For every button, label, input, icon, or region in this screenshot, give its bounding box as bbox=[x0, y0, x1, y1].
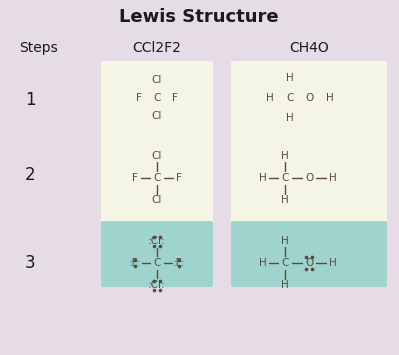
Text: :F:: :F: bbox=[129, 258, 141, 268]
Text: H: H bbox=[281, 280, 289, 290]
FancyBboxPatch shape bbox=[101, 221, 213, 287]
FancyBboxPatch shape bbox=[231, 221, 387, 287]
Text: H: H bbox=[281, 195, 289, 205]
Text: O: O bbox=[305, 258, 313, 268]
Text: 1: 1 bbox=[25, 91, 36, 109]
Text: H: H bbox=[281, 151, 289, 161]
Text: H: H bbox=[329, 258, 337, 268]
Text: O: O bbox=[306, 93, 314, 103]
Text: Lewis Structure: Lewis Structure bbox=[119, 8, 279, 26]
Text: Cl: Cl bbox=[152, 75, 162, 85]
Text: H: H bbox=[266, 93, 274, 103]
Text: H: H bbox=[286, 113, 294, 123]
Text: C: C bbox=[153, 258, 161, 268]
Text: H: H bbox=[329, 173, 337, 183]
Text: C: C bbox=[281, 173, 289, 183]
Text: CCl2F2: CCl2F2 bbox=[132, 41, 182, 55]
Text: F: F bbox=[132, 173, 138, 183]
Text: :F:: :F: bbox=[173, 258, 185, 268]
Text: H: H bbox=[259, 173, 267, 183]
Text: :Cl:: :Cl: bbox=[148, 280, 166, 290]
Text: H: H bbox=[326, 93, 334, 103]
Text: C: C bbox=[153, 173, 161, 183]
Text: Steps: Steps bbox=[19, 41, 57, 55]
Text: F: F bbox=[176, 173, 182, 183]
Text: Cl: Cl bbox=[152, 111, 162, 121]
Text: :Cl:: :Cl: bbox=[148, 236, 166, 246]
Text: H: H bbox=[259, 258, 267, 268]
Text: C: C bbox=[286, 93, 294, 103]
Text: 2: 2 bbox=[25, 166, 36, 184]
FancyBboxPatch shape bbox=[101, 61, 213, 287]
Text: Cl: Cl bbox=[152, 151, 162, 161]
FancyBboxPatch shape bbox=[231, 61, 387, 287]
Text: Cl: Cl bbox=[152, 195, 162, 205]
Text: C: C bbox=[281, 258, 289, 268]
Text: CH4O: CH4O bbox=[289, 41, 329, 55]
Text: O: O bbox=[305, 173, 313, 183]
Text: H: H bbox=[286, 73, 294, 83]
Text: H: H bbox=[281, 236, 289, 246]
Text: F: F bbox=[136, 93, 142, 103]
Text: 3: 3 bbox=[25, 254, 36, 272]
Text: C: C bbox=[153, 93, 161, 103]
Text: F: F bbox=[172, 93, 178, 103]
